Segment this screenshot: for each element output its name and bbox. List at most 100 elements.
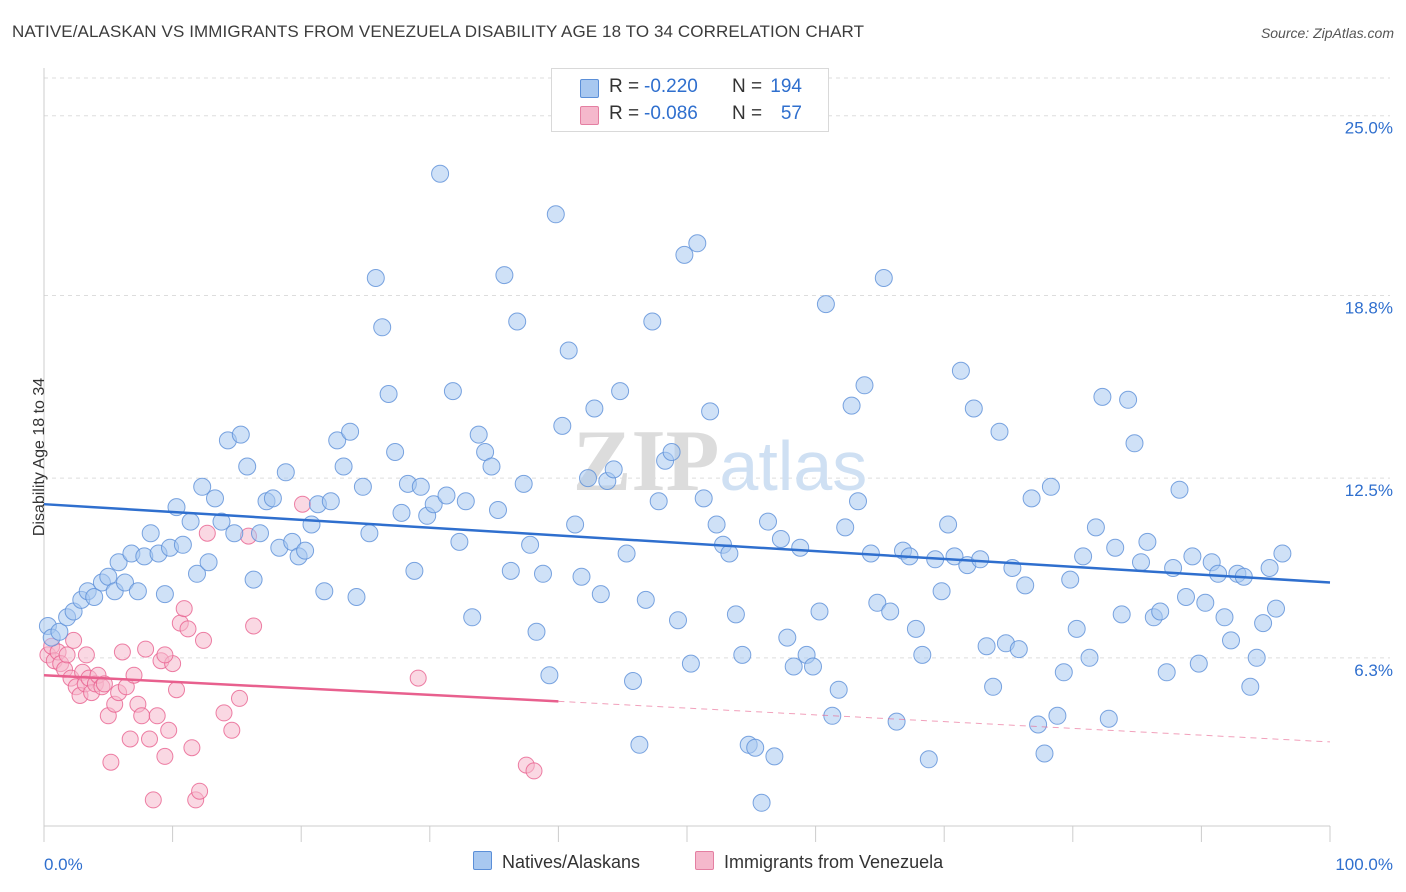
n-label: N = (732, 76, 763, 97)
trend-line-venezuela-extrapolated (558, 700, 1331, 743)
y-tick-label: 6.3% (1354, 661, 1393, 680)
data-point (353, 477, 372, 496)
r-label: R = (609, 103, 640, 124)
data-point (752, 793, 771, 812)
data-point (175, 600, 193, 618)
data-point (1035, 744, 1054, 763)
data-point (296, 541, 315, 560)
watermark-atlas: atlas (719, 427, 867, 505)
bottom-legend-label: Natives/Alaskans (502, 852, 641, 872)
trend-lines (43, 502, 1331, 743)
data-point (360, 524, 379, 543)
data-point (141, 524, 160, 543)
r-label: R = (609, 76, 640, 97)
data-point (1009, 640, 1028, 659)
data-point (144, 791, 162, 809)
data-point (720, 544, 739, 563)
data-point (784, 657, 803, 676)
data-point (411, 477, 430, 496)
y-tick-label: 25.0% (1345, 119, 1393, 138)
data-point (77, 646, 95, 664)
data-point (636, 590, 655, 609)
data-point (1093, 387, 1112, 406)
data-point (191, 782, 209, 800)
data-point (701, 402, 720, 421)
x-tick-label: 0.0% (44, 855, 83, 874)
data-point (141, 730, 158, 748)
data-point (1029, 715, 1048, 734)
data-point (630, 735, 649, 754)
data-point (276, 463, 295, 482)
stats-legend: R = -0.220 N = 194 R = -0.086 N = 57 (551, 68, 829, 132)
data-point (604, 460, 623, 479)
data-point (1151, 602, 1170, 621)
data-point (1099, 709, 1118, 728)
data-point (694, 489, 713, 508)
data-point (1041, 477, 1060, 496)
data-point (977, 637, 996, 656)
data-point (816, 295, 835, 314)
data-point (392, 503, 411, 522)
legend-swatch-pink (580, 106, 599, 125)
data-point (1016, 576, 1035, 595)
data-point (534, 564, 552, 583)
data-point (156, 646, 174, 664)
data-point (341, 422, 360, 441)
data-point (188, 564, 206, 583)
data-point (231, 425, 250, 444)
data-point (206, 489, 224, 508)
r-value: -0.220 (644, 76, 698, 97)
data-point (1170, 480, 1189, 499)
data-point (559, 341, 578, 360)
x-tick-label: 100.0% (1335, 855, 1393, 874)
data-point (1022, 489, 1041, 508)
data-point (868, 593, 887, 612)
data-point (1086, 518, 1105, 537)
data-point (379, 385, 398, 403)
data-point (849, 492, 867, 511)
data-point (508, 312, 527, 331)
data-point (251, 524, 269, 543)
data-point (1074, 547, 1093, 566)
series-natives-points (38, 164, 1292, 812)
data-point (334, 457, 353, 476)
data-point (726, 605, 745, 624)
data-point (881, 602, 900, 621)
data-point (572, 567, 591, 586)
data-point (238, 457, 257, 476)
data-point (791, 538, 810, 557)
data-point (906, 619, 925, 638)
data-point (842, 396, 861, 415)
data-point (1241, 677, 1260, 696)
watermark: ZIPatlas (573, 413, 868, 510)
data-point (168, 681, 185, 699)
data-point (913, 645, 932, 664)
data-point (386, 443, 405, 461)
data-point (302, 515, 321, 534)
data-point (525, 762, 543, 780)
data-point (1189, 654, 1208, 673)
data-point (1125, 434, 1144, 453)
data-point (855, 376, 874, 395)
data-point (765, 747, 784, 766)
y-axis-label: Disability Age 18 to 34 (31, 377, 48, 537)
trend-line-natives (43, 502, 1331, 584)
data-point (225, 524, 244, 543)
data-point (405, 561, 424, 580)
data-point (373, 318, 392, 337)
data-point (707, 515, 726, 534)
data-point (424, 495, 443, 514)
data-point (321, 492, 340, 511)
data-point (1112, 605, 1131, 624)
data-point (443, 382, 462, 401)
data-point (810, 602, 829, 621)
data-point (50, 622, 69, 641)
data-point (489, 501, 507, 519)
data-point (932, 582, 951, 601)
chart-title: NATIVE/ALASKAN VS IMMIGRANTS FROM VENEZU… (12, 22, 865, 41)
data-point (624, 672, 642, 690)
data-point (85, 588, 104, 606)
data-point (759, 512, 777, 531)
data-point (1260, 559, 1279, 577)
